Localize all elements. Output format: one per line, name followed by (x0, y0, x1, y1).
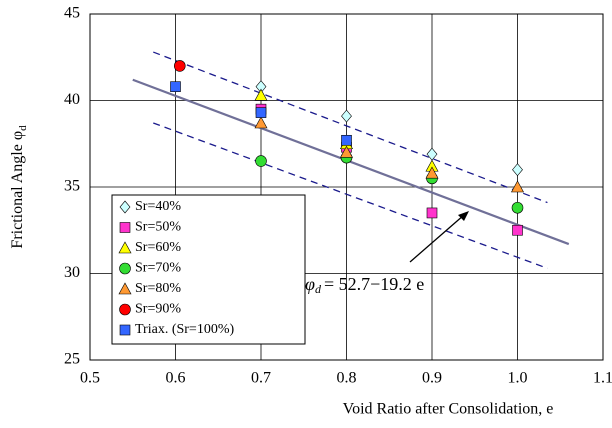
marker (119, 303, 131, 316)
marker (426, 147, 438, 161)
legend-label: Sr=70% (135, 261, 181, 276)
legend: Sr=40% Sr=50% Sr=60% Sr=70% Sr=80% Sr=90% Tria… (118, 199, 234, 337)
ann-sub: d (315, 282, 322, 296)
marker (341, 134, 352, 146)
fit-lines (132, 51, 570, 269)
band-line (153, 51, 548, 204)
y-label-text: Frictional Angle φ (9, 131, 26, 249)
x-tick-label: 0.7 (251, 370, 271, 387)
marker (254, 88, 268, 101)
y-tick-label: 25 (64, 351, 80, 368)
ann-symbol: φ (305, 274, 315, 294)
marker (118, 241, 132, 254)
marker (425, 166, 439, 179)
marker (170, 81, 181, 92)
marker (118, 282, 132, 295)
plot-frame (89, 13, 604, 361)
marker (119, 200, 131, 214)
arrow-head (458, 211, 469, 221)
legend-label: Sr=50% (135, 220, 181, 235)
band-line (153, 122, 548, 269)
marker (426, 207, 438, 219)
marker (119, 324, 131, 336)
points (170, 60, 525, 236)
legend-label: Sr=90% (135, 302, 181, 317)
marker (119, 262, 131, 275)
annotation: φd = 52.7−19.2 e (305, 274, 424, 296)
x-tick-label: 0.6 (166, 370, 186, 387)
ann-expr: = 52.7−19.2 e (324, 274, 424, 294)
y-axis-label: Frictional Angle φd (9, 125, 29, 249)
x-tick-label: 0.9 (422, 370, 442, 387)
x-tick-label: 0.8 (337, 370, 357, 387)
marker (119, 222, 131, 233)
y-tick-label: 40 (64, 91, 80, 108)
fit-line (132, 78, 570, 246)
marker (511, 201, 524, 214)
y-label-sub: d (17, 125, 29, 131)
legend-label: Triax. (Sr=100%) (135, 322, 234, 337)
x-tick-label: 1.1 (593, 370, 612, 387)
marker (255, 155, 267, 167)
y-tick-label: 30 (64, 264, 80, 281)
marker (512, 224, 523, 236)
marker (255, 107, 267, 118)
y-tick-label: 45 (64, 5, 80, 22)
y-tick-label: 35 (64, 178, 80, 195)
marker (512, 163, 523, 177)
marker (254, 116, 268, 129)
x-tick-label: 1.0 (508, 370, 528, 387)
x-axis-label: Void Ratio after Consolidation, e (343, 401, 554, 418)
legend-label: Sr=40% (135, 199, 181, 214)
legend-label: Sr=60% (135, 240, 181, 255)
x-tick-label: 0.5 (80, 370, 100, 387)
arrow (409, 214, 465, 263)
marker (510, 180, 525, 193)
marker (339, 145, 354, 158)
marker (341, 109, 352, 123)
legend-label: Sr=80% (135, 281, 181, 296)
legend-box (111, 194, 306, 345)
marker (173, 60, 186, 72)
